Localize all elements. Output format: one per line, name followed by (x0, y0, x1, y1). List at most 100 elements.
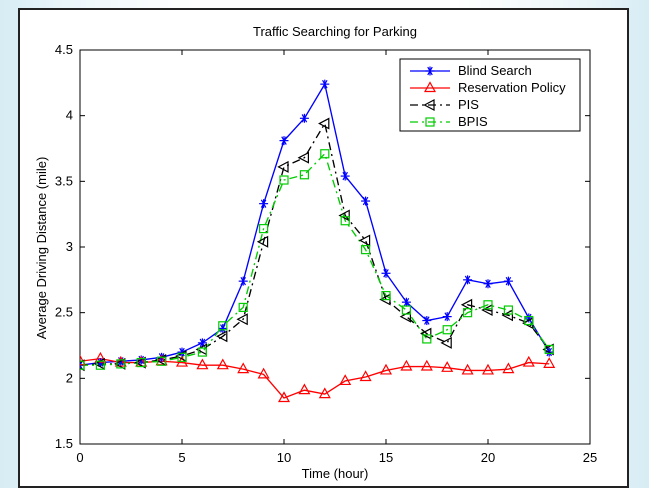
pis-data-point (256, 235, 269, 248)
pis-data-point (420, 327, 432, 340)
bpis-data-point (422, 334, 432, 344)
bpis-data-point (463, 308, 473, 318)
blind-search-data-point (483, 279, 493, 289)
reservation-policy-data-point (277, 391, 291, 403)
legend-marker-blind-search (425, 66, 435, 76)
bpis-data-point (442, 325, 452, 335)
legend-marker-pis (423, 99, 435, 111)
y-tick-label: 3.5 (55, 173, 73, 188)
pis-data-point (460, 298, 473, 311)
y-tick-label: 2.5 (55, 305, 73, 320)
blind-search-data-point-stroke (80, 361, 83, 367)
reservation-policy-data-point (420, 359, 433, 371)
y-tick-label: 4 (66, 108, 73, 123)
bpis-data-point (503, 305, 513, 315)
y-tick-label: 4.5 (55, 42, 73, 57)
pis-data-point (358, 234, 371, 247)
bpis-data-point (259, 224, 269, 234)
x-tick-label: 0 (76, 450, 83, 465)
blind-search-data-point (463, 275, 473, 285)
legend: Blind Search Reservation Policy PIS BPIS (399, 58, 581, 132)
y-tick-label: 2 (66, 370, 73, 385)
y-axis-ticks: 1.5 2 2.5 3 3.5 4 4.5 (55, 42, 590, 451)
reservation-policy-data-point (339, 374, 352, 386)
bpis-data-point (218, 321, 228, 331)
blind-search-data-point (218, 323, 228, 333)
reservation-policy-data-point (461, 363, 474, 375)
bpis-data-point (361, 245, 371, 255)
bpis-data-point (483, 300, 493, 310)
pis-data-point (481, 304, 493, 317)
bpis-data-point (279, 175, 289, 185)
blind-search-data-point (361, 196, 371, 206)
blind-search-data-point (177, 347, 187, 357)
x-tick-label: 20 (481, 450, 495, 465)
blind-search-data-point (442, 312, 452, 322)
bpis-data-point (197, 347, 207, 357)
blind-search-data-point (401, 297, 411, 307)
reservation-policy-data-point (80, 354, 87, 366)
x-axis-label: Time (hour) (302, 466, 369, 481)
legend-marker-reservation-policy (423, 81, 437, 93)
pis-data-point (440, 336, 452, 349)
bpis-data-point (80, 360, 85, 370)
x-tick-label: 25 (583, 450, 597, 465)
legend-label-pis: PIS (458, 97, 479, 112)
bpis-data-point (299, 170, 309, 180)
bpis-data-point (238, 302, 248, 313)
reservation-policy-data-point (400, 359, 413, 371)
bpis-data-point (401, 305, 411, 315)
blind-search-data-point (381, 268, 391, 278)
pis-data-point (338, 209, 350, 222)
blind-search-data-point (422, 316, 432, 326)
reservation-policy-data-point (196, 358, 209, 370)
x-axis-ticks: 0 5 10 15 20 25 (76, 50, 597, 465)
chart-title: Traffic Searching for Parking (253, 24, 417, 39)
legend-label-bpis: BPIS (458, 114, 488, 129)
reservation-policy-data-point (216, 358, 229, 370)
bpis-data-point (157, 356, 167, 366)
reservation-policy-data-point (359, 370, 372, 382)
blind-search-data-point (340, 171, 350, 181)
reservation-policy-data-point (298, 383, 311, 395)
reservation-policy-data-point (318, 387, 331, 399)
reservation-policy-data-point (379, 363, 393, 375)
reservation-policy-data-point (237, 362, 250, 374)
x-tick-label: 15 (379, 450, 393, 465)
blind-search-data-point-stroke (80, 363, 83, 370)
pis-data-point (236, 313, 248, 326)
reservation-policy-data-point (441, 361, 454, 372)
pis-data-point (216, 330, 228, 343)
legend-marker-bpis (425, 117, 435, 127)
legend-label-blind-search: Blind Search (458, 63, 532, 78)
pis-data-point (297, 151, 309, 164)
bpis-data-point (320, 149, 330, 159)
reservation-policy-data-point (543, 357, 556, 368)
bpis-data-point (95, 360, 106, 370)
reservation-policy-data-point (502, 362, 515, 374)
bpis-data-point (177, 352, 187, 362)
blind-search-data-point (238, 276, 248, 286)
pis-data-point (277, 160, 289, 173)
pis-data-point (501, 309, 514, 322)
blind-search-data-point (503, 276, 513, 286)
bpis-data-point (116, 359, 126, 369)
reservation-policy-data-point (481, 363, 495, 375)
bpis-data-point (381, 290, 391, 301)
blind-search-data-point (259, 199, 269, 209)
reservation-policy-data-point (257, 367, 270, 379)
y-axis-label: Average Driving Distance (mile) (34, 157, 49, 340)
pis-data-point (318, 117, 330, 130)
x-tick-label: 5 (178, 450, 185, 465)
series-markers (80, 79, 556, 403)
blind-search-data-point (299, 113, 309, 123)
bpis-data-point (136, 357, 146, 368)
x-tick-label: 10 (277, 450, 291, 465)
bpis-data-point (544, 344, 554, 355)
bpis-data-point (524, 315, 534, 326)
reservation-policy-data-point (522, 355, 535, 367)
y-tick-label: 3 (66, 239, 73, 254)
legend-label-reservation-policy: Reservation Policy (458, 80, 566, 95)
reservation-policy-data-point (94, 351, 107, 363)
